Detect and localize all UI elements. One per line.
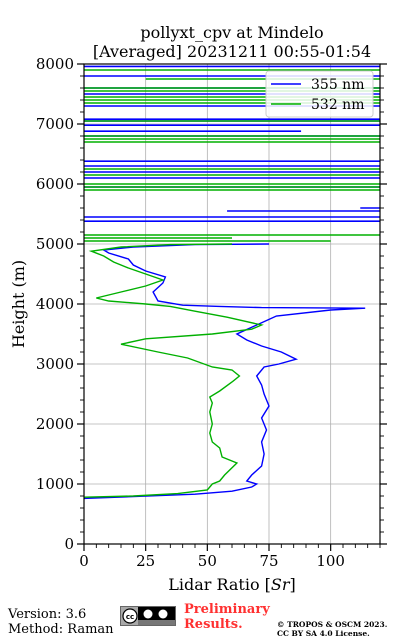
y-tick-label: 1000	[36, 475, 74, 493]
x-axis-label: Lidar Ratio [Sr]	[168, 575, 296, 594]
version-text: Version: 3.6	[8, 607, 87, 622]
y-tick-label: 5000	[36, 235, 74, 253]
method-text: Method: Raman	[8, 622, 114, 637]
y-tick-label: 4000	[36, 295, 74, 313]
svg-text:cc: cc	[126, 613, 134, 621]
x-tick-label: 75	[259, 552, 278, 570]
x-tick-label: 25	[136, 552, 155, 570]
chart-title: pollyxt_cpv at Mindelo	[140, 23, 323, 42]
y-axis-label: Height (m)	[9, 260, 28, 348]
y-tick-label: 3000	[36, 355, 74, 373]
y-tick-label: 2000	[36, 415, 74, 433]
chart-subtitle: [Averaged] 20231211 00:55-01:54	[93, 42, 371, 61]
series-line-532nm	[84, 243, 264, 498]
y-tick-label: 7000	[36, 115, 74, 133]
series-layer	[84, 65, 380, 500]
copyright-notice: © TROPOS & OSCM 2023. CC BY SA 4.0 Licen…	[277, 620, 388, 638]
lidar-ratio-chart: pollyxt_cpv at Mindelo [Averaged] 202312…	[9, 23, 387, 594]
series-line-355nm	[84, 243, 366, 500]
series-clip-group	[84, 65, 380, 500]
x-tick-label: 50	[198, 552, 217, 570]
cc-license-logo: cc	[120, 606, 176, 626]
legend-label: 532 nm	[311, 97, 364, 113]
legend-label: 355 nm	[311, 77, 364, 93]
legend: 355 nm 532 nm	[265, 70, 374, 118]
y-tick-label: 0	[64, 535, 74, 553]
y-tick-label: 8000	[36, 55, 74, 73]
axis-ticks: 0 25 50 75 100010002000300040005000600070008…	[36, 55, 387, 570]
preliminary-results-label: Preliminary Results.	[184, 602, 270, 632]
x-tick-label: 100	[316, 552, 345, 570]
legend-box	[265, 70, 374, 118]
x-tick-label: 0	[79, 552, 89, 570]
y-tick-label: 6000	[36, 175, 74, 193]
